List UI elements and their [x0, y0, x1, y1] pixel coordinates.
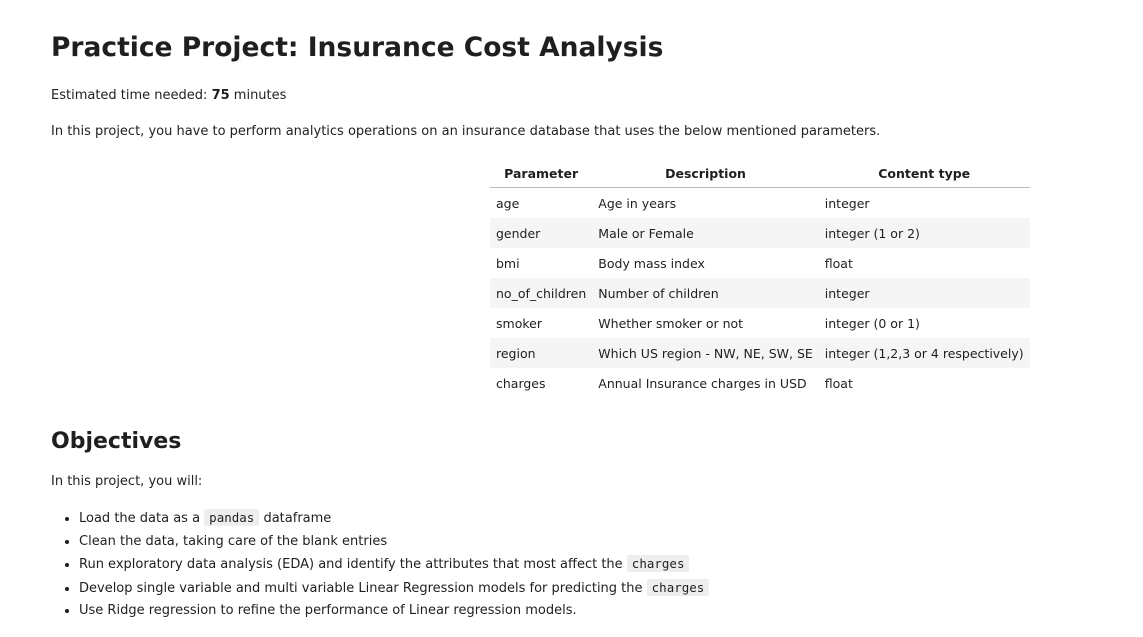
objectives-lead: In this project, you will: [51, 474, 203, 489]
page-title: Practice Project: Insurance Cost Analysi… [51, 32, 664, 63]
inline-code: pandas [204, 509, 260, 526]
cell-parameter: charges [496, 375, 546, 391]
cell-content-type: integer (1 or 2) [818, 218, 1030, 248]
cell-parameter: region [490, 338, 593, 368]
cell-content-type: integer (1,2,3 or 4 respectively) [818, 338, 1030, 368]
cell-description: Age in years [598, 195, 677, 211]
cell-description: Which US region - NW, NE, SW, SE [592, 338, 819, 368]
objective-text: Load the data as a [79, 511, 205, 526]
estimated-time-prefix: Estimated time needed: [51, 88, 212, 103]
table-row: charges Annual Insurance charges in USD … [490, 368, 1030, 398]
objective-text: Develop single variable and multi variab… [79, 580, 647, 596]
table-row: bmi Body mass index float [490, 248, 1030, 278]
table-row: smoker Whether smoker or not integer (0 … [490, 308, 1030, 338]
cell-parameter: gender [490, 218, 593, 248]
objective-text: Run exploratory data analysis (EDA) and … [79, 557, 627, 572]
cell-content-type: float [824, 375, 853, 391]
objectives-list: Load the data as a pandas dataframe Clea… [51, 507, 710, 623]
intro-paragraph: In this project, you have to perform ana… [51, 124, 881, 139]
header-parameter: Parameter [490, 159, 593, 188]
list-item: Use Ridge regression to refine the perfo… [79, 600, 709, 623]
cell-parameter: smoker [496, 315, 542, 331]
cell-description: Annual Insurance charges in USD [598, 375, 807, 391]
cell-description: Whether smoker or not [598, 315, 744, 331]
cell-content-type: integer (0 or 1) [824, 315, 920, 331]
estimated-time-unit: minutes [229, 88, 287, 103]
objective-text: Use Ridge regression to refine the perfo… [79, 603, 577, 618]
cell-description: Body mass index [598, 255, 705, 271]
estimated-time: Estimated time needed: 75 minutes [51, 87, 286, 105]
table-row: gender Male or Female integer (1 or 2) [490, 218, 1030, 248]
list-item: Run exploratory data analysis (EDA) and … [79, 553, 709, 577]
header-content-type: Content type [818, 159, 1030, 188]
objectives-heading: Objectives [51, 429, 182, 454]
table-row: no_of_children Number of children intege… [490, 278, 1030, 308]
parameters-table: Parameter Description Content type age A… [490, 159, 1030, 398]
cell-parameter: age [496, 195, 520, 211]
objective-text-after: dataframe [259, 511, 332, 526]
inline-code: charges [626, 555, 690, 572]
header-description: Description [592, 159, 819, 188]
cell-description: Number of children [592, 278, 819, 308]
table-row: age Age in years integer [490, 188, 1030, 219]
table-header-row: Parameter Description Content type [490, 159, 1030, 188]
cell-content-type: integer [824, 195, 870, 211]
cell-parameter: bmi [496, 255, 520, 271]
cell-content-type: float [824, 255, 853, 271]
list-item: Load the data as a pandas dataframe [79, 507, 709, 531]
list-item: Clean the data, taking care of the blank… [79, 531, 709, 554]
inline-code: charges [646, 578, 710, 596]
list-item: Develop single variable and multi variab… [79, 577, 710, 601]
table-row: region Which US region - NW, NE, SW, SE … [490, 338, 1030, 368]
objective-text: Clean the data, taking care of the blank… [79, 533, 388, 549]
cell-description: Male or Female [592, 218, 819, 248]
cell-content-type: integer [818, 278, 1030, 308]
estimated-time-value: 75 [211, 88, 230, 103]
cell-parameter: no_of_children [490, 278, 593, 308]
